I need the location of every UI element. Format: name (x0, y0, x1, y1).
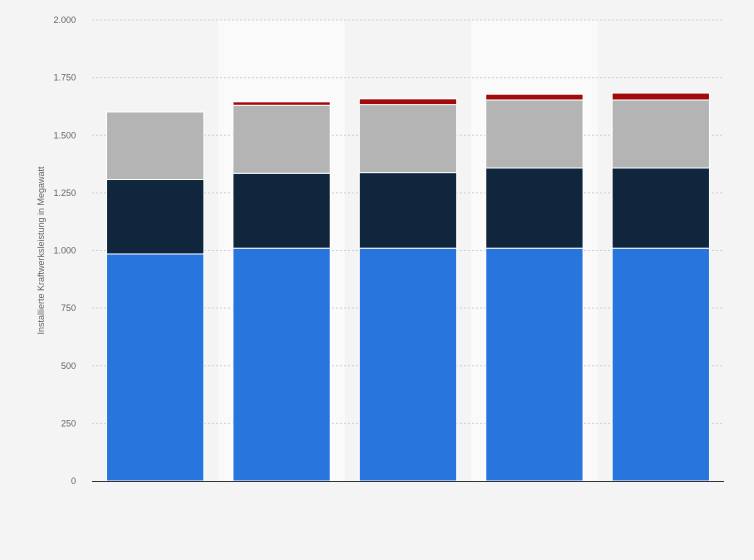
y-axis-tick-labels: 0 250 500 750 1.000 1.250 1.500 1.750 2.000 (53, 15, 76, 486)
y-tick-label: 750 (61, 303, 76, 313)
bar-segment-series-2[interactable] (232, 172, 331, 249)
bar-segment-series-3[interactable] (106, 111, 205, 181)
bar-segment-series-1[interactable] (232, 247, 331, 482)
y-axis-title: Installierte Kraftwerksleistung in Megaw… (36, 166, 46, 335)
y-tick-label: 1.750 (53, 73, 76, 83)
bar-segment-series-2[interactable] (358, 172, 458, 249)
y-tick-label: 250 (61, 418, 76, 428)
bar-segment-series-3[interactable] (611, 99, 710, 169)
y-tick-label: 1.250 (53, 188, 76, 198)
bar-segment-series-4[interactable] (485, 93, 584, 101)
bar-segment-series-2[interactable] (106, 179, 205, 255)
y-tick-label: 1.500 (53, 130, 76, 140)
bar-segment-series-3[interactable] (358, 104, 458, 174)
bar-segment-series-4[interactable] (358, 98, 458, 106)
y-tick-label: 2.000 (53, 15, 76, 25)
bar-segment-series-4[interactable] (611, 92, 710, 101)
y-tick-label: 500 (61, 361, 76, 371)
bar-segment-series-3[interactable] (485, 99, 584, 169)
bar-segment-series-1[interactable] (611, 247, 710, 482)
bar-segment-series-1[interactable] (358, 247, 458, 482)
bar-segment-series-1[interactable] (485, 247, 584, 482)
y-tick-label: 0 (71, 476, 76, 486)
bar-segment-series-2[interactable] (485, 167, 584, 249)
y-tick-label: 1.000 (53, 246, 76, 256)
bar-segment-series-2[interactable] (611, 167, 710, 249)
bars (106, 92, 710, 482)
bar-segment-series-1[interactable] (106, 253, 205, 482)
bar-segment-series-4[interactable] (232, 101, 331, 106)
bar-segment-series-3[interactable] (232, 104, 331, 174)
